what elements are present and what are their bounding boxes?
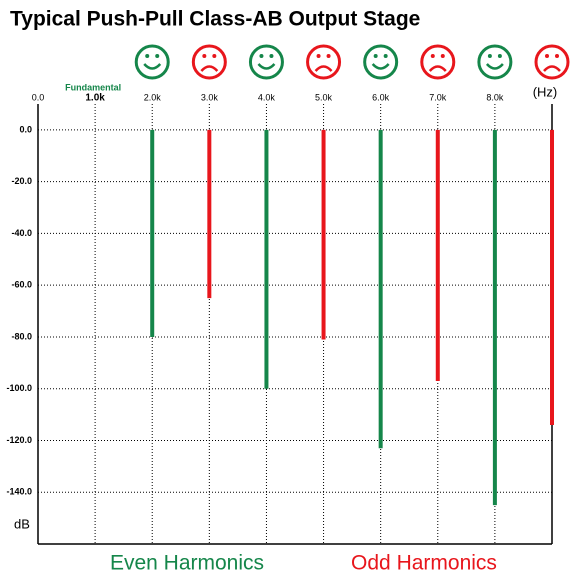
face-icon	[306, 44, 342, 80]
x-tick-label: 5.0k	[315, 92, 333, 102]
x-tick-label: 8.0k	[486, 92, 504, 102]
chart-title: Typical Push-Pull Class-AB Output Stage	[10, 8, 420, 31]
face-eye	[383, 54, 388, 58]
face-icon	[477, 44, 513, 80]
face-icon	[420, 44, 456, 80]
face-eye	[326, 54, 331, 58]
y-tick-label: -80.0	[11, 331, 32, 341]
face-outline	[420, 44, 456, 80]
face-eye	[145, 54, 150, 58]
face-eye	[440, 54, 445, 58]
y-axis-label: dB	[14, 516, 30, 531]
face-eye	[545, 54, 549, 58]
face-mouth	[485, 63, 504, 70]
face-mouth	[428, 65, 447, 72]
face-eye	[202, 54, 207, 58]
legend-label: Odd Harmonics	[351, 552, 497, 575]
face-mouth	[257, 63, 276, 70]
face-eye	[487, 54, 492, 58]
face-eye	[316, 54, 321, 58]
face-eye	[269, 54, 274, 58]
y-tick-label: -120.0	[6, 435, 32, 445]
face-mouth	[371, 63, 390, 70]
face-outline	[306, 44, 342, 80]
face-mouth	[200, 65, 219, 72]
face-mouth	[143, 63, 162, 70]
y-tick-label: -20.0	[11, 176, 32, 186]
annotation: Fundamental	[65, 82, 121, 92]
face-eye	[373, 54, 378, 58]
face-outline	[191, 44, 227, 80]
x-tick-label: 3.0k	[201, 92, 219, 102]
face-outline	[134, 44, 170, 80]
face-icon	[363, 44, 399, 80]
x-tick-label: 4.0k	[258, 92, 276, 102]
x-tick-label: 7.0k	[429, 92, 447, 102]
y-tick-label: -40.0	[11, 228, 32, 238]
face-mouth	[543, 65, 561, 72]
y-tick-label: 0.0	[19, 124, 32, 134]
face-icon	[534, 44, 570, 80]
x-tick-label: 6.0k	[372, 92, 390, 102]
face-eye	[497, 54, 502, 58]
face-eye	[430, 54, 435, 58]
face-eye	[212, 54, 217, 58]
face-icon	[191, 44, 227, 80]
face-icon	[134, 44, 170, 80]
face-mouth	[314, 65, 333, 72]
legend-label: Even Harmonics	[110, 552, 264, 575]
y-tick-label: -60.0	[11, 280, 32, 290]
x-tick-label: 1.0k	[85, 93, 105, 104]
face-eye	[259, 54, 264, 58]
face-outline	[248, 44, 284, 80]
x-axis-label: (Hz)	[533, 84, 558, 99]
y-tick-label: -140.0	[6, 487, 32, 497]
face-outline	[477, 44, 513, 80]
x-tick-label: 2.0k	[144, 92, 162, 102]
face-outline	[534, 44, 570, 80]
face-eye	[155, 54, 160, 58]
y-tick-label: -100.0	[6, 383, 32, 393]
face-icon	[248, 44, 284, 80]
x-tick-label: 0.0	[32, 92, 45, 102]
face-eye	[555, 54, 559, 58]
face-outline	[363, 44, 399, 80]
